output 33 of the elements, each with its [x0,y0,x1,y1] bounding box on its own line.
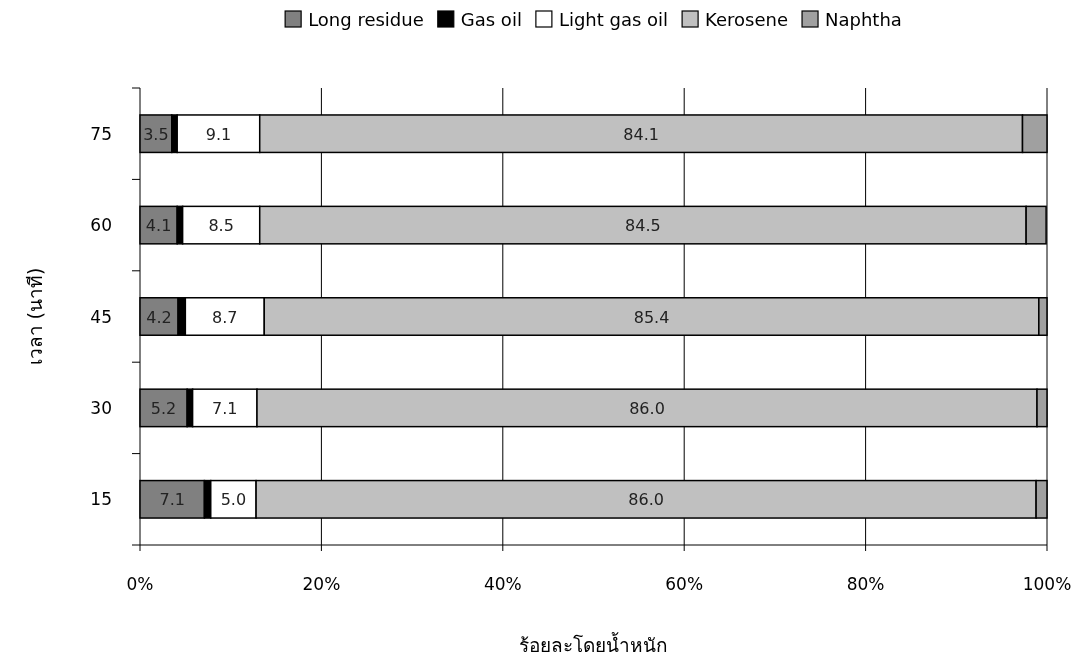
data-label: 8.7 [212,307,238,327]
data-label: 86.0 [629,398,665,418]
legend-label: Kerosene [705,9,789,30]
data-label: 8.5 [208,216,234,236]
legend-label: Gas oil [460,9,522,30]
y-axis-title: เวลา (นาที) [24,267,46,366]
data-label: 4.2 [146,307,172,327]
data-label: 9.1 [205,124,232,144]
x-tick-label: 40% [483,574,522,594]
x-tick-label: 80% [846,574,885,594]
x-axis-title: ร้อยละโดยน้ำหนัก [519,632,668,656]
data-label: 7.1 [159,490,185,510]
data-label: 85.4 [633,307,670,327]
data-label: 4.1 [145,216,172,236]
legend-label: Light gas oil [558,9,669,30]
data-label: 7.1 [212,398,238,418]
y-tick-label: 45 [90,306,112,327]
data-label: 84.1 [623,124,659,144]
x-tick-label: 20% [302,574,341,594]
legend-label: Naphtha [825,9,902,30]
y-tick-label: 60 [90,215,112,236]
data-label: 3.5 [143,124,169,144]
data-label: 5.2 [150,398,177,418]
data-label: 86.0 [628,490,664,510]
y-tick-label: 75 [90,123,112,144]
data-label: 84.5 [625,216,661,236]
y-tick-label: 30 [90,397,112,418]
x-tick-label: 0% [126,574,154,594]
legend-label: Long residue [308,9,424,30]
x-tick-label: 100% [1022,574,1072,594]
x-tick-label: 60% [665,574,704,594]
data-label: 5.0 [220,490,247,510]
y-tick-label: 15 [90,489,112,510]
